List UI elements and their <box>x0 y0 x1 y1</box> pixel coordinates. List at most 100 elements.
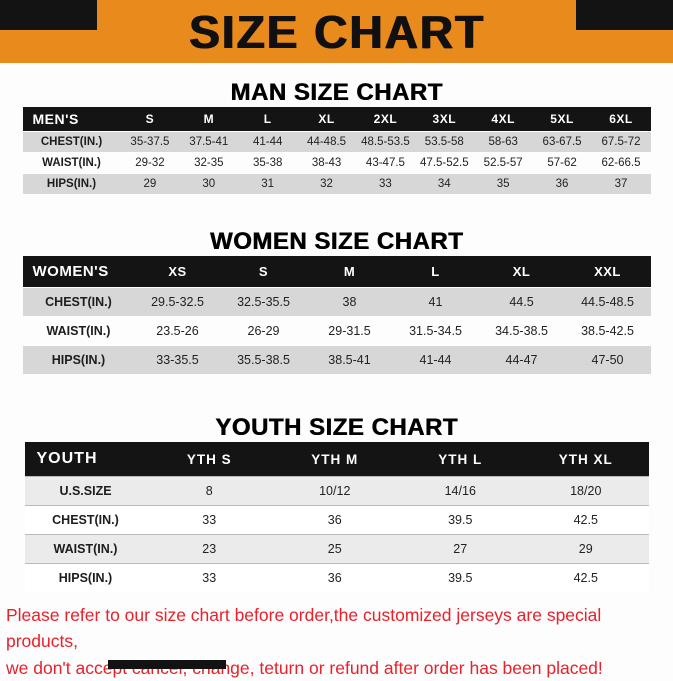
value-cell: 52.5-57 <box>483 157 523 169</box>
row-label-cell: CHEST(IN.) <box>45 295 112 309</box>
value-cell: 29 <box>143 178 157 190</box>
value-cell: 34.5-38.5 <box>495 324 548 338</box>
row-label-cell: HIPS(IN.) <box>46 178 97 190</box>
row-label-cell: WAIST(IN.) <box>42 157 101 169</box>
table-title-cell: WOMEN'S <box>22 256 135 288</box>
column-header-cell: YTH M <box>272 442 398 477</box>
table-row: HIPS(IN.) 29 30 31 32 33 34 35 36 37 <box>22 173 651 194</box>
value-cell: 33-35.5 <box>156 353 199 367</box>
value-cell: 62-66.5 <box>601 157 641 169</box>
row-label-cell: WAIST(IN.) <box>46 324 111 338</box>
value-cell: 29-32 <box>135 157 165 169</box>
value-cell: 48.5-53.5 <box>361 136 410 148</box>
value-cell: 36 <box>272 563 398 592</box>
table-row: CHEST(IN.) 33 36 39.5 42.5 <box>24 505 649 535</box>
value-cell: 44.5 <box>509 295 534 309</box>
value-cell: 25 <box>272 534 398 564</box>
value-cell: 14/16 <box>397 476 523 506</box>
footer-line-2: we don't accept cancel, change, teturn o… <box>6 657 603 678</box>
column-header-cell: 3XL <box>414 107 474 132</box>
value-cell: 58-63 <box>488 136 518 148</box>
value-cell: 39.5 <box>397 505 523 535</box>
column-header-cell: XL <box>478 256 565 288</box>
table-row: WAIST(IN.) 29-32 32-35 35-38 38-43 43-47.5 47.… <box>22 152 651 174</box>
value-cell: 67.5-72 <box>601 136 641 148</box>
mens-size-table: MEN'S S M L XL 2XL 3XL 4XL 5XL 6XL CHEST(IN.) 35-37… <box>22 107 651 194</box>
value-cell: 35-38 <box>252 157 283 169</box>
header-row: WOMEN'S XS S M L XL XXL <box>22 256 651 288</box>
row-label-cell: CHEST(IN.) <box>40 136 103 148</box>
value-cell: 32.5-35.5 <box>237 295 290 309</box>
table-title-cell: MEN'S <box>22 107 121 132</box>
youth-section-heading: YOUTH SIZE CHART <box>215 414 458 441</box>
value-cell: 35-37.5 <box>130 136 170 148</box>
column-header-cell: YTH L <box>397 442 523 477</box>
value-cell: 38 <box>342 295 357 309</box>
table-row: WAIST(IN.) 23 25 27 29 <box>24 534 649 564</box>
value-cell: 29-31.5 <box>328 324 371 338</box>
column-header-cell: YTH S <box>146 442 272 477</box>
page-title: SIZE CHART <box>188 5 485 58</box>
value-cell: 10/12 <box>272 476 398 506</box>
value-cell: 30 <box>202 178 216 190</box>
table-row: WAIST(IN.) 23.5-26 26-29 29-31.5 31.5-34.5 34… <box>22 316 651 346</box>
value-cell: 34 <box>437 178 451 190</box>
value-cell: 29.5-32.5 <box>151 295 204 309</box>
value-cell: 47.5-52.5 <box>420 157 469 169</box>
column-header-cell: S <box>220 256 307 288</box>
value-cell: 39.5 <box>397 563 523 592</box>
womens-size-table: WOMEN'S XS S M L XL XXL CHEST(IN.) 29.5-32.5 32.5… <box>22 256 651 374</box>
youth-size-table: YOUTH YTH S YTH M YTH L YTH XL U.S.SIZE 8 10/12… <box>24 442 649 592</box>
value-cell: 33 <box>146 505 272 535</box>
table-row: CHEST(IN.) 29.5-32.5 32.5-35.5 38 41 44.5 44.5… <box>22 287 651 317</box>
value-cell: 8 <box>146 476 272 506</box>
value-cell: 41-44 <box>252 136 283 148</box>
value-cell: 35 <box>496 178 510 190</box>
table-row: U.S.SIZE 8 10/12 14/16 18/20 <box>24 476 649 506</box>
corner-block-top-left <box>0 0 97 30</box>
value-cell: 33 <box>146 563 272 592</box>
column-header-cell: XS <box>134 256 221 288</box>
column-header-cell: S <box>120 107 180 132</box>
value-cell: 31.5-34.5 <box>409 324 462 338</box>
value-cell: 36 <box>555 178 569 190</box>
banner: SIZE CHART <box>0 0 673 63</box>
column-header-cell: M <box>179 107 239 132</box>
header-row: YOUTH YTH S YTH M YTH L YTH XL <box>24 442 649 477</box>
section-women: WOMEN SIZE CHART WOMEN'S XS S M L XL XXL CHEST(… <box>0 228 673 374</box>
row-label-cell: HIPS(IN.) <box>51 353 106 367</box>
women-section-heading: WOMEN SIZE CHART <box>209 228 464 255</box>
row-label-cell: CHEST(IN.) <box>24 505 147 535</box>
value-cell: 43-47.5 <box>365 157 405 169</box>
corner-block-top-right <box>576 0 673 30</box>
corner-block-bottom-left <box>108 660 226 669</box>
value-cell: 35.5-38.5 <box>237 353 290 367</box>
column-header-cell: M <box>306 256 393 288</box>
value-cell: 18/20 <box>523 476 649 506</box>
value-cell: 63-67.5 <box>542 136 582 148</box>
value-cell: 23.5-26 <box>156 324 199 338</box>
value-cell: 44.5-48.5 <box>581 295 634 309</box>
table-title-cell: YOUTH <box>24 442 147 477</box>
column-header-cell: 4XL <box>473 107 533 132</box>
section-men: MAN SIZE CHART MEN'S S M L XL 2XL 3XL 4XL 5XL 6XL… <box>0 79 673 194</box>
section-youth: YOUTH SIZE CHART YOUTH YTH S YTH M YTH L YTH… <box>0 414 673 592</box>
value-cell: 29 <box>523 534 649 564</box>
value-cell: 26-29 <box>247 324 280 338</box>
footer-line-1: Please refer to our size chart before or… <box>6 605 602 652</box>
value-cell: 27 <box>397 534 523 564</box>
value-cell: 32 <box>320 178 333 190</box>
column-header-cell: L <box>392 256 479 288</box>
value-cell: 33 <box>379 178 392 190</box>
value-cell: 38.5-42.5 <box>581 324 634 338</box>
column-header-cell: 2XL <box>356 107 415 132</box>
table-row: HIPS(IN.) 33 36 39.5 42.5 <box>24 563 649 592</box>
column-header-cell: YTH XL <box>523 442 649 477</box>
header-row: MEN'S S M L XL 2XL 3XL 4XL 5XL 6XL <box>22 107 651 132</box>
value-cell: 31 <box>261 178 275 190</box>
value-cell: 41 <box>428 295 443 309</box>
value-cell: 53.5-58 <box>424 136 464 148</box>
column-header-cell: L <box>238 107 298 132</box>
value-cell: 37 <box>614 178 628 190</box>
